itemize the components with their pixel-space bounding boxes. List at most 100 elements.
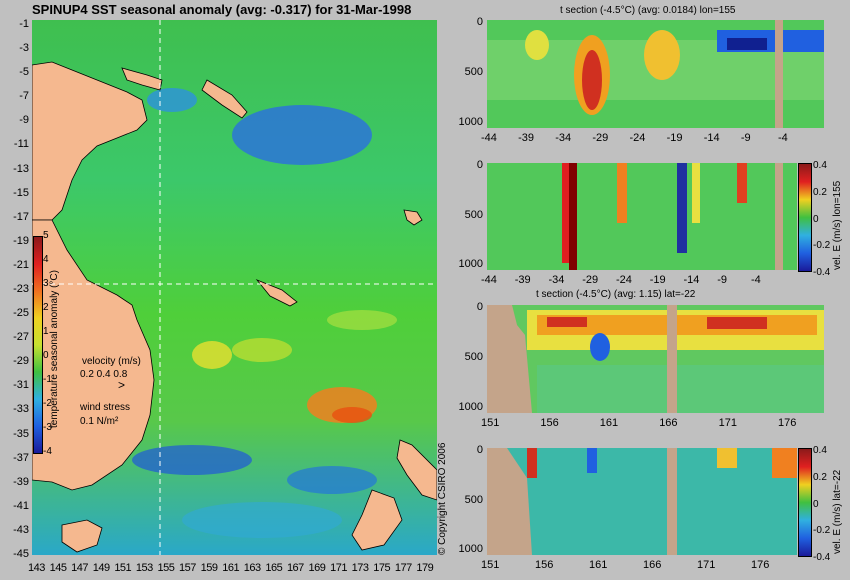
lat-tick-label: -41 (13, 499, 29, 512)
panel-x-tick-label: 161 (589, 559, 608, 571)
panel-x-tick-label: 156 (540, 417, 559, 429)
panel-x-tick-label: 176 (751, 559, 770, 571)
anomaly-field (132, 88, 397, 538)
panel-1-temp-section (487, 20, 824, 128)
panel-2-side-label: vel. E (m/s) lon=155 (832, 180, 843, 270)
lon-tick-label: 153 (135, 562, 153, 574)
panel-x-tick-label: -44 (481, 274, 497, 286)
lon-tick-label: 159 (200, 562, 218, 574)
lon-tick-label: 147 (71, 562, 89, 574)
lat-tick-label: -37 (13, 451, 29, 464)
lat-tick-label: -17 (13, 210, 29, 223)
panel-y-tick-label: 500 (464, 66, 483, 78)
panel-x-tick-label: 176 (778, 417, 797, 429)
lat-tick-label: -25 (13, 307, 29, 320)
panel-x-tick-label: 166 (659, 417, 678, 429)
velocity-colorbar-tick-label: -0.4 (813, 267, 831, 278)
panel-x-tick-label: -39 (514, 274, 531, 286)
panel-x-tick-label: 151 (481, 559, 500, 571)
lat-tick-label: -13 (13, 162, 29, 175)
velocity-colorbar-tick-label: 0.2 (813, 186, 827, 198)
lat-tick-label: -21 (13, 258, 29, 271)
velocity-colorbar-tick-label: 0 (813, 498, 819, 510)
lat-tick-label: -45 (13, 548, 29, 560)
map-title: SPINUP4 SST seasonal anomaly (avg: -0.31… (32, 2, 412, 17)
lat-tick-label: -31 (13, 379, 29, 392)
lon-tick-label: 149 (92, 562, 110, 574)
panel-x-tick-label: -34 (548, 274, 565, 286)
panel-1-title: t section (-4.5°C) (avg: 0.0184) lon=155 (560, 5, 736, 16)
land-australia (32, 61, 155, 553)
lat-tick-label: -33 (13, 403, 29, 416)
lat-tick-label: -23 (13, 283, 29, 295)
lon-tick-label: 151 (114, 562, 132, 574)
velocity-colorbar-tick-label: 0.4 (813, 160, 827, 171)
colorbar-tick-label: -3 (43, 422, 52, 433)
panel-x-tick-label: -14 (683, 274, 700, 286)
colorbar-tick-label: -1 (43, 374, 52, 385)
lat-tick-label: -19 (13, 234, 29, 247)
velocity-colorbar-tick-label: 0.4 (813, 445, 827, 456)
panel-x-tick-label: 171 (718, 417, 737, 429)
lon-tick-label: 177 (394, 562, 412, 574)
panel-3-temp-section (487, 305, 824, 413)
lon-tick-label: 179 (416, 562, 434, 574)
velocity-colorbar-tick-label: -0.2 (813, 240, 831, 252)
lat-tick-label: -43 (13, 523, 29, 536)
panel-x-tick-label: -4 (751, 274, 761, 286)
land-new-zealand (351, 439, 437, 551)
copyright: © Copyright CSIRO 2006 (437, 442, 448, 555)
panel-x-tick-label: 166 (643, 559, 662, 571)
lon-tick-label: 171 (330, 562, 347, 574)
colorbar-tick-label: -2 (43, 398, 52, 409)
velocity-label: velocity (m/s) (82, 356, 141, 367)
panel-x-tick-label: 161 (599, 417, 619, 429)
lon-tick-label: 143 (28, 562, 45, 574)
lat-tick-label: -9 (19, 114, 29, 127)
land-islands (121, 67, 423, 307)
panel-y-tick-label: 500 (464, 208, 483, 221)
panel-x-tick-label: -14 (703, 132, 720, 144)
lon-tick-label: 175 (373, 562, 391, 574)
panel-x-tick-label: 156 (535, 559, 554, 571)
panel-4-side-label: vel. E (m/s) lat=-22 (832, 469, 843, 554)
lat-tick-label: -29 (13, 355, 29, 368)
lat-tick-label: -5 (19, 66, 29, 79)
panel-y-tick-label: 0 (476, 159, 483, 171)
lat-tick-label: -7 (19, 90, 29, 103)
panel-x-tick-label: -44 (481, 132, 497, 144)
panel-x-tick-label: -4 (778, 132, 788, 144)
panel-y-tick-label: 0 (476, 16, 483, 28)
velocity-scale: 0.2 0.4 0.8 (80, 369, 128, 380)
velocity-colorbar-tick-label: 0 (813, 213, 819, 225)
wind-scale: 0.1 N/m² (80, 416, 119, 427)
lon-tick-label: 169 (308, 562, 326, 574)
wind-label: wind stress (80, 402, 131, 413)
panel-y-tick-label: 0 (476, 444, 483, 456)
velocity-arrow-icon: > (118, 378, 126, 392)
lat-tick-label: -27 (13, 331, 29, 344)
panel-y-tick-label: 500 (464, 351, 483, 363)
panel-x-tick-label: -24 (629, 132, 646, 144)
colorbar-tick-label: 2 (43, 302, 49, 313)
panel-y-tick-label: 1000 (458, 258, 483, 270)
lon-tick-label: 165 (265, 562, 283, 574)
lon-tick-label: 145 (49, 562, 67, 574)
velocity-colorbar-tick-label: -0.4 (813, 552, 831, 563)
panel-x-tick-label: 171 (697, 559, 716, 571)
panel-4-velocity-section (487, 448, 797, 555)
panel-y-tick-label: 0 (476, 301, 483, 313)
panel-x-tick-label: -19 (666, 132, 683, 144)
lat-tick-label: -39 (13, 475, 29, 488)
lon-tick-label: 163 (243, 562, 261, 574)
panel-x-tick-label: -39 (518, 132, 535, 144)
panel-y-tick-label: 1000 (458, 401, 483, 413)
panel-x-tick-label: 151 (481, 417, 500, 429)
lat-tick-label: -11 (13, 138, 29, 151)
lat-tick-label: -1 (19, 18, 29, 30)
lon-tick-label: 155 (157, 562, 175, 574)
panel-x-tick-label: -29 (582, 274, 599, 286)
panel-3-title: t section (-4.5°C) (avg: 1.15) lat=-22 (536, 289, 696, 300)
panel-y-tick-label: 500 (464, 493, 483, 506)
map-colorbar (33, 236, 43, 454)
